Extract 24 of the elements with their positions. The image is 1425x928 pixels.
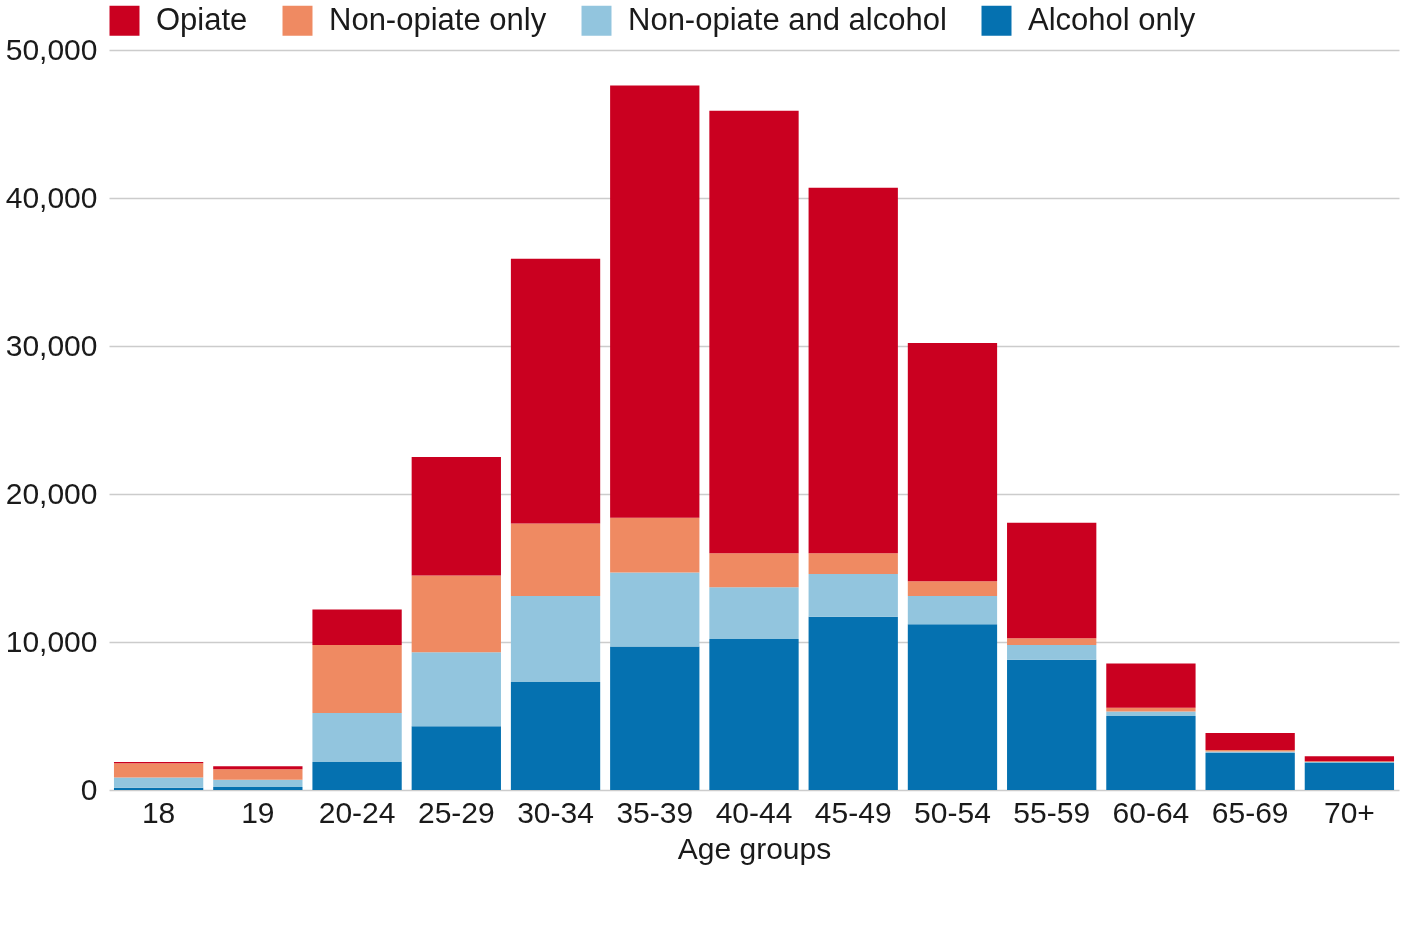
y-tick-label: 0 — [80, 772, 98, 806]
x-tick-label: 50-54 — [914, 795, 991, 829]
x-tick-label: 65-69 — [1211, 795, 1289, 829]
legend-label: Non-opiate only — [329, 1, 547, 37]
y-tick-label: 40,000 — [5, 180, 98, 214]
x-axis-title: Age groups — [677, 831, 832, 865]
x-tick-label: 20-24 — [318, 795, 396, 829]
y-tick-label: 50,000 — [5, 32, 98, 66]
x-tick-label: 25-29 — [417, 795, 495, 829]
x-tick-label: 40-44 — [715, 795, 793, 829]
legend-label: Alcohol only — [1028, 1, 1196, 37]
x-tick-label: 18 — [141, 795, 176, 829]
x-tick-label: 60-64 — [1112, 795, 1190, 829]
y-tick-label: 20,000 — [5, 476, 98, 510]
x-tick-label: 55-59 — [1013, 795, 1091, 829]
x-tick-label: 35-39 — [616, 795, 694, 829]
y-tick-label: 30,000 — [5, 328, 98, 362]
legend-label: Non-opiate and alcohol — [628, 1, 947, 37]
x-tick-label: 45-49 — [814, 795, 892, 829]
x-tick-label: 19 — [241, 795, 275, 829]
x-tick-label: 30-34 — [517, 795, 594, 829]
x-tick-label: 70+ — [1323, 795, 1375, 829]
y-tick-label: 10,000 — [5, 624, 98, 658]
legend-label: Opiate — [156, 1, 248, 37]
